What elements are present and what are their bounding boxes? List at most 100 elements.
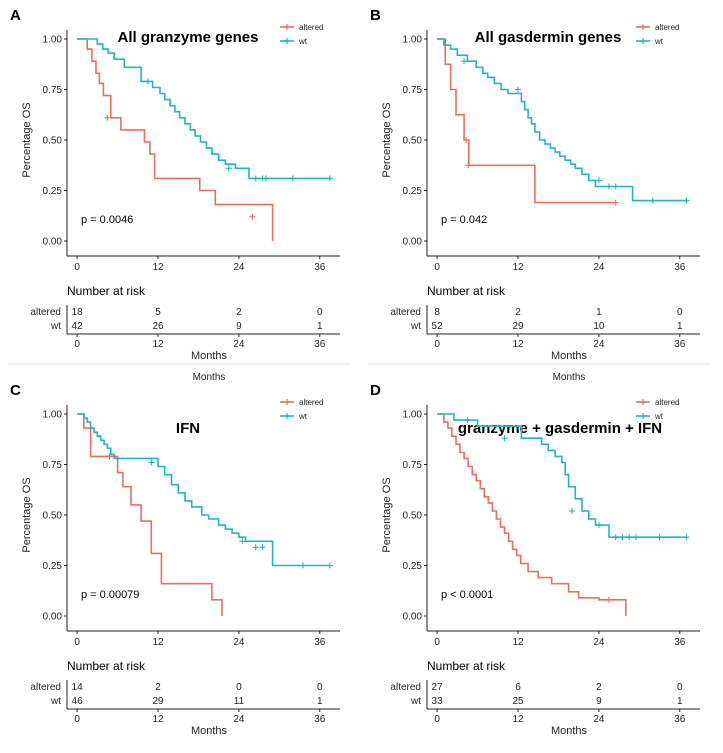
risk-x-tick-label: 0 <box>74 339 80 350</box>
y-tick-label: 0.75 <box>43 85 63 96</box>
x-tick-label: 24 <box>593 637 605 648</box>
censor-mark-wt <box>262 175 269 182</box>
censor-mark-altered <box>612 199 619 206</box>
p-value: p = 0.00079 <box>81 589 139 601</box>
x-tick-label: 36 <box>314 262 326 273</box>
x-tick-label: 12 <box>512 637 524 648</box>
censor-mark-wt <box>299 562 306 569</box>
y-tick-label: 0.75 <box>403 85 423 96</box>
risk-row-label-altered: altered <box>390 682 421 693</box>
y-tick-label: 0.50 <box>403 511 423 522</box>
risk-count-wt: 25 <box>512 696 524 707</box>
risk-row-label-altered: altered <box>390 307 421 318</box>
censor-mark-wt <box>461 58 468 65</box>
p-value: p = 0.0046 <box>81 214 133 226</box>
censor-mark-wt <box>619 534 626 541</box>
risk-x-tick-label: 36 <box>674 714 686 725</box>
censor-mark-wt <box>225 165 232 172</box>
y-tick-label: 0.00 <box>43 237 63 248</box>
censor-mark-wt <box>252 175 259 182</box>
y-tick-label: 0.50 <box>43 136 63 147</box>
y-tick-label: 1.00 <box>43 35 63 46</box>
risk-x-tick-label: 24 <box>233 339 245 350</box>
x-axis-title: Months <box>551 350 588 362</box>
km-curve-altered <box>437 38 616 204</box>
censor-mark-wt <box>326 562 333 569</box>
risk-table-title: Number at risk <box>427 284 506 298</box>
censor-mark-altered <box>106 453 113 460</box>
km-curve-altered <box>77 413 223 616</box>
y-axis-title: Percentage OS <box>21 102 33 177</box>
risk-x-tick-label: 0 <box>434 714 440 725</box>
censor-mark-wt <box>464 417 471 424</box>
risk-x-tick-label: 12 <box>512 714 524 725</box>
risk-count-wt: 46 <box>72 696 84 707</box>
censor-mark-wt <box>595 177 602 184</box>
legend-label-wt: wt <box>298 37 308 46</box>
legend-label-altered: altered <box>299 23 323 32</box>
risk-count-altered: 8 <box>434 307 440 318</box>
censor-mark-wt <box>515 86 521 93</box>
legend-censor-altered <box>640 24 646 30</box>
y-tick-label: 0.25 <box>403 561 423 572</box>
y-tick-label: 0.00 <box>43 612 63 623</box>
y-tick-label: 0.75 <box>403 460 423 471</box>
x-tick-label: 0 <box>74 637 80 648</box>
censor-mark-wt <box>606 183 612 190</box>
y-tick-label: 1.00 <box>403 410 423 421</box>
x-tick-label: 36 <box>314 637 326 648</box>
censor-mark-wt <box>259 544 266 551</box>
chart-title: All gasdermin genes <box>475 29 622 46</box>
risk-row-label-altered: altered <box>30 682 61 693</box>
risk-count-altered: 0 <box>677 307 683 318</box>
x-tick-label: 0 <box>434 637 440 648</box>
censor-mark-wt <box>144 78 151 85</box>
risk-count-altered: 14 <box>72 682 84 693</box>
risk-row-label-wt: wt <box>50 321 61 332</box>
risk-row-label-wt: wt <box>410 321 421 332</box>
panel-letter: B <box>370 7 381 24</box>
risk-row-label-wt: wt <box>410 696 421 707</box>
x-tick-label: 12 <box>152 637 164 648</box>
legend-label-altered: altered <box>655 398 679 407</box>
y-axis-title: Percentage OS <box>381 102 393 177</box>
risk-count-altered: 0 <box>317 682 323 693</box>
censor-mark-altered <box>104 114 111 121</box>
risk-x-tick-label: 24 <box>233 714 245 725</box>
y-tick-label: 0.00 <box>403 237 423 248</box>
legend-censor-wt <box>640 38 646 44</box>
km-curve-altered <box>437 413 627 616</box>
km-curve-altered <box>77 38 274 241</box>
censor-mark-wt <box>148 459 155 466</box>
risk-x-tick-label: 24 <box>593 339 605 350</box>
y-tick-label: 0.75 <box>43 460 63 471</box>
censor-mark-wt <box>683 534 690 541</box>
x-tick-label: 24 <box>233 637 245 648</box>
x-tick-label: 12 <box>512 262 524 273</box>
km-curve-wt <box>437 38 687 202</box>
chart-title: granzyme + gasdermin + IFN <box>458 420 662 437</box>
y-tick-label: 0.50 <box>403 136 423 147</box>
legend-censor-altered <box>284 24 290 30</box>
risk-row-label-altered: altered <box>30 307 61 318</box>
y-tick-label: 0.50 <box>43 511 63 522</box>
risk-count-wt: 26 <box>152 321 164 332</box>
censor-mark-wt <box>626 534 633 541</box>
risk-count-altered: 6 <box>515 682 521 693</box>
x-tick-label: 24 <box>593 262 605 273</box>
risk-table-title: Number at risk <box>427 659 506 673</box>
risk-x-tick-label: 36 <box>314 714 326 725</box>
censor-mark-wt <box>289 175 296 182</box>
legend-censor-altered <box>284 399 290 405</box>
risk-x-tick-label: 36 <box>674 339 686 350</box>
risk-count-wt: 33 <box>432 696 444 707</box>
censor-mark-wt <box>649 197 656 204</box>
km-curve-wt <box>77 38 330 180</box>
chart-title: All granzyme genes <box>118 29 259 46</box>
risk-table-title: Number at risk <box>67 659 146 673</box>
legend-label-altered: altered <box>655 23 679 32</box>
risk-count-altered: 2 <box>155 682 161 693</box>
